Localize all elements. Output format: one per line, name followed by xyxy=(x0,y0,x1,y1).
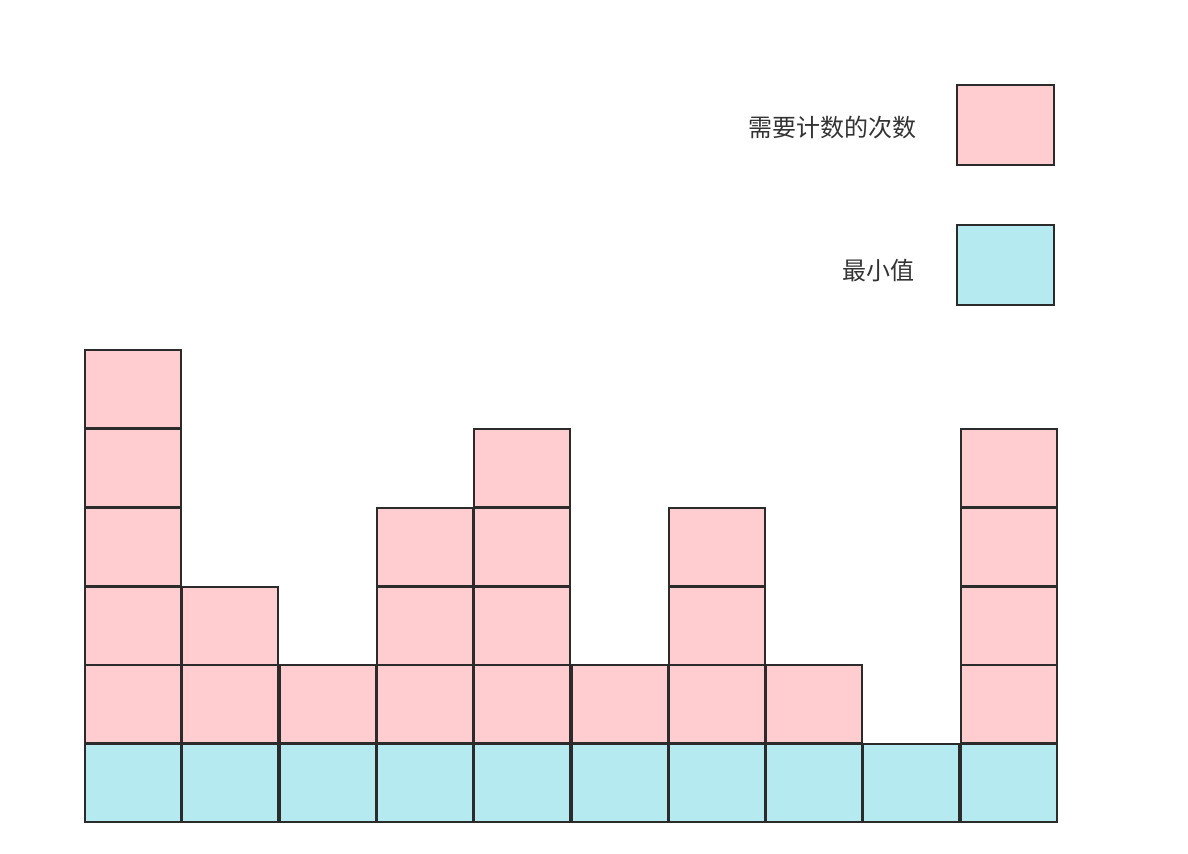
legend-swatch-count xyxy=(956,84,1055,166)
min-block xyxy=(181,743,279,823)
min-block xyxy=(376,743,474,823)
count-block xyxy=(571,664,669,744)
min-block xyxy=(571,743,669,823)
count-block xyxy=(668,586,766,666)
min-block xyxy=(84,743,182,823)
count-block xyxy=(765,664,863,744)
count-block xyxy=(473,664,571,744)
count-block xyxy=(84,428,182,508)
count-block xyxy=(376,507,474,587)
count-block xyxy=(668,507,766,587)
min-block xyxy=(668,743,766,823)
count-block xyxy=(279,664,377,744)
min-block xyxy=(862,743,960,823)
count-block xyxy=(376,586,474,666)
count-block xyxy=(84,349,182,429)
count-block xyxy=(668,664,766,744)
min-block xyxy=(279,743,377,823)
min-block xyxy=(960,743,1058,823)
legend-label-min: 最小值 xyxy=(842,257,914,285)
count-block xyxy=(181,586,279,666)
count-block xyxy=(473,507,571,587)
count-block xyxy=(473,428,571,508)
min-block xyxy=(765,743,863,823)
count-block xyxy=(960,664,1058,744)
min-block xyxy=(473,743,571,823)
count-block xyxy=(181,664,279,744)
legend-swatch-min xyxy=(956,224,1055,306)
count-block xyxy=(960,507,1058,587)
count-block xyxy=(960,586,1058,666)
count-block xyxy=(473,586,571,666)
count-block xyxy=(84,586,182,666)
count-block xyxy=(376,664,474,744)
count-block xyxy=(84,507,182,587)
count-block xyxy=(960,428,1058,508)
count-block xyxy=(84,664,182,744)
legend-label-count: 需要计数的次数 xyxy=(748,114,916,142)
